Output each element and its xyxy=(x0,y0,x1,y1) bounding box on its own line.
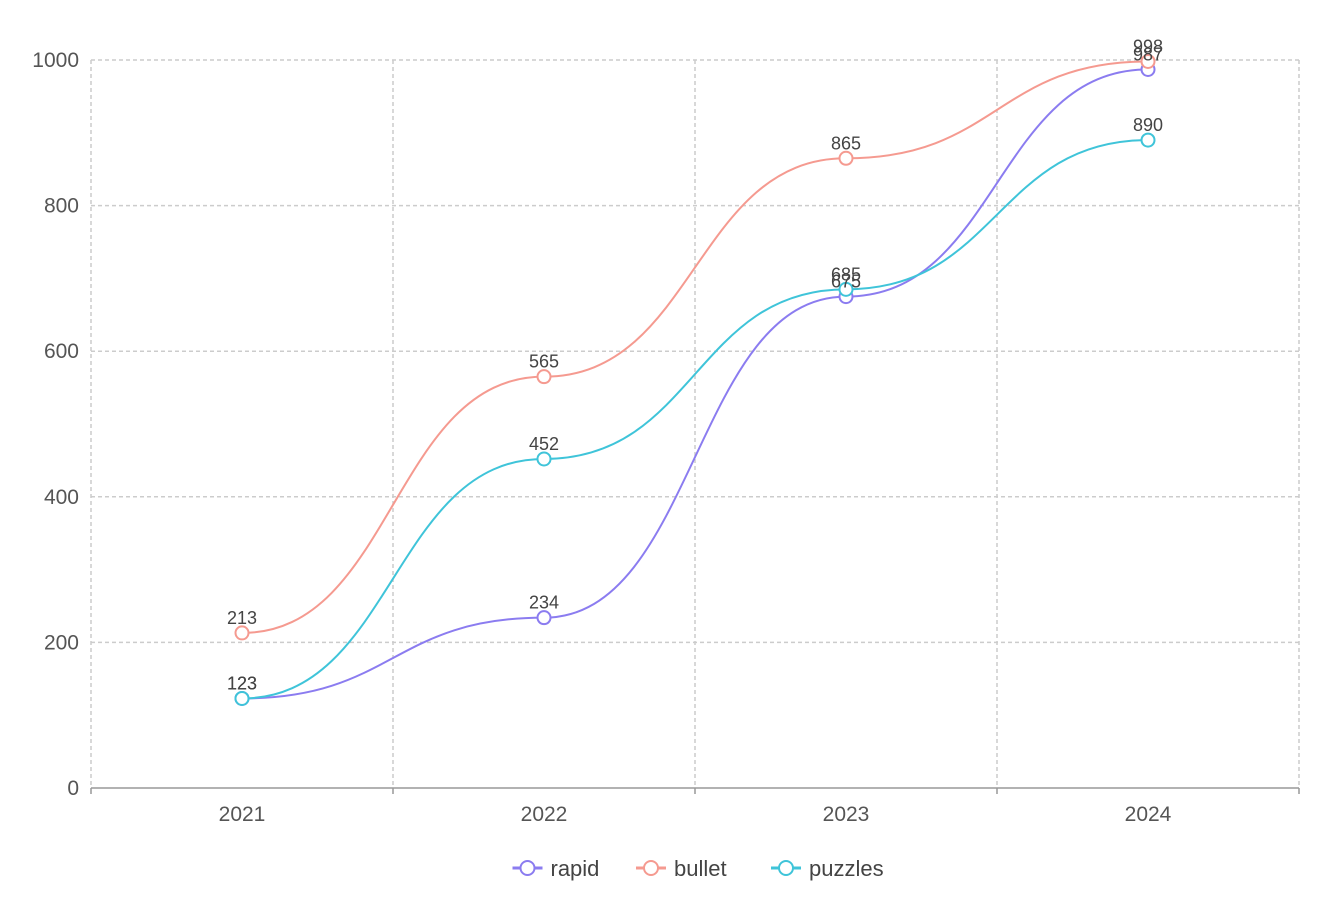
data-label-puzzles: 123 xyxy=(227,673,257,693)
data-label-bullet: 998 xyxy=(1133,36,1163,56)
x-tick-label: 2021 xyxy=(219,803,266,826)
x-tick-label: 2024 xyxy=(1125,803,1172,826)
data-label-rapid: 987 xyxy=(1133,44,1163,64)
y-tick-label: 200 xyxy=(44,631,79,654)
series-points xyxy=(234,53,1156,706)
data-label-bullet: 565 xyxy=(529,352,559,372)
legend-label: puzzles xyxy=(809,856,884,881)
data-point-puzzles xyxy=(234,690,250,706)
data-point-bullet xyxy=(536,369,552,385)
y-tick-label: 800 xyxy=(44,195,79,218)
grid-lines xyxy=(90,59,1300,788)
data-label-rapid: 675 xyxy=(831,272,861,292)
data-point-puzzles xyxy=(1140,132,1156,148)
data-label-puzzles: 685 xyxy=(831,264,861,284)
data-label-puzzles: 890 xyxy=(1133,115,1163,135)
legend-label: bullet xyxy=(674,856,727,881)
legend-item-puzzles: puzzles xyxy=(771,856,884,881)
data-point-puzzles xyxy=(536,451,552,467)
y-tick-label: 1000 xyxy=(32,49,79,72)
series-line-puzzles xyxy=(241,139,1149,700)
series-lines xyxy=(241,60,1149,700)
legend-marker-icon xyxy=(643,860,659,876)
y-tick-label: 600 xyxy=(44,340,79,363)
legend-item-rapid: rapid xyxy=(512,856,600,881)
legend-item-bullet: bullet xyxy=(636,856,727,881)
data-point-bullet xyxy=(234,625,250,641)
data-label-bullet: 213 xyxy=(227,608,257,628)
y-tick-label: 0 xyxy=(67,777,79,800)
data-label-bullet: 865 xyxy=(831,133,861,153)
data-point-bullet xyxy=(1140,53,1156,69)
legend-marker-icon xyxy=(519,860,536,876)
data-label-rapid: 123 xyxy=(227,673,257,693)
legend: rapid bullet puzzles xyxy=(512,856,884,881)
series-line-bullet xyxy=(241,60,1149,634)
x-tick-label: 2022 xyxy=(521,803,568,826)
y-tick-label: 400 xyxy=(44,486,79,509)
data-label-puzzles: 452 xyxy=(529,434,559,454)
data-point-rapid xyxy=(536,610,552,626)
data-label-rapid: 234 xyxy=(529,593,559,613)
data-point-puzzles xyxy=(838,281,854,297)
legend-marker-icon xyxy=(778,860,794,876)
data-point-bullet xyxy=(838,150,854,166)
x-tick-label: 2023 xyxy=(823,803,870,826)
series-line-rapid xyxy=(241,68,1149,700)
legend-label: rapid xyxy=(551,856,600,881)
